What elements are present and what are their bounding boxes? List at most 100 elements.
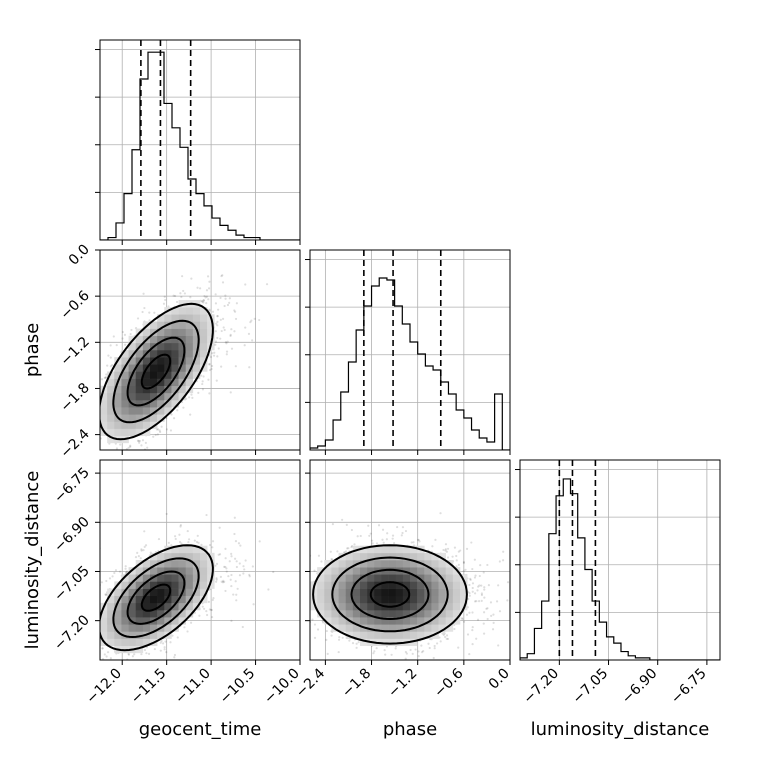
scatter-point (95, 664, 97, 666)
density-cell (185, 588, 194, 597)
scatter-point (188, 396, 191, 399)
scatter-point (216, 324, 219, 327)
scatter-point (48, 445, 50, 447)
scatter-point (224, 565, 227, 569)
density-cell (135, 385, 144, 394)
scatter-point (169, 641, 172, 644)
scatter-point (86, 446, 88, 448)
density-cell (142, 328, 151, 337)
scatter-point (230, 552, 233, 555)
contour-level-1 (126, 570, 186, 625)
density-cell (192, 567, 201, 575)
scatter-point (196, 286, 199, 289)
scatter-point (219, 337, 222, 340)
scatter-point (140, 548, 143, 551)
density-cell (142, 428, 151, 437)
scatter-point (138, 665, 140, 667)
scatter-point (471, 590, 474, 593)
scatter-point (445, 634, 449, 637)
scatter-point (82, 423, 84, 425)
scatter-point (213, 351, 216, 354)
density-cell (142, 407, 151, 415)
scatter-point (223, 304, 226, 308)
density-cell (100, 407, 108, 415)
scatter-point (90, 486, 92, 488)
scatter-point (201, 605, 204, 608)
scatter-point (495, 600, 499, 603)
density-cell (178, 610, 187, 618)
scatter-point (404, 657, 407, 660)
density-cell (192, 364, 201, 372)
scatter-point (311, 618, 314, 621)
density-cell (142, 342, 151, 351)
scatter-point (219, 296, 222, 300)
scatter-point (125, 571, 128, 575)
scatter-point (114, 569, 118, 572)
scatter-point (207, 287, 211, 290)
density-cell (207, 581, 215, 589)
scatter-point (95, 611, 97, 613)
panel-border (99, 459, 301, 661)
scatter-point (433, 644, 436, 648)
scatter-point (251, 565, 254, 568)
scatter-point (167, 541, 170, 544)
density-cell (200, 321, 208, 329)
scatter-point (228, 297, 231, 300)
density-cell (157, 560, 165, 568)
scatter-point (171, 634, 174, 637)
density-cell (107, 378, 115, 387)
density-cell (178, 602, 187, 611)
scatter-point (111, 575, 114, 578)
scatter-point (163, 646, 166, 649)
density-cell (142, 357, 151, 365)
scatter-point (216, 336, 219, 340)
scatter-point (506, 581, 510, 584)
scatter-point (248, 573, 251, 577)
scatter-point (434, 538, 437, 541)
scatter-point (492, 621, 495, 625)
density-cell (121, 378, 129, 387)
scatter-point (445, 550, 449, 553)
density-cell (171, 602, 179, 611)
scatter-point (90, 632, 92, 634)
density-cell (107, 631, 115, 639)
joint-panel-geocent_time-phase (48, 249, 301, 488)
scatter-point (165, 512, 168, 516)
scatter-point (91, 594, 93, 596)
density-cell (178, 567, 187, 575)
scatter-point (202, 299, 205, 302)
scatter-point (137, 555, 140, 558)
scatter-point (189, 621, 193, 624)
density-cell (164, 560, 172, 568)
scatter-point (478, 574, 481, 578)
scatter-point (70, 423, 72, 425)
density-cell (200, 560, 208, 568)
scatter-point (238, 574, 242, 577)
density-cell (135, 588, 144, 597)
scatter-point (206, 275, 210, 278)
scatter-point (223, 565, 226, 568)
scatter-point (149, 665, 151, 667)
scatter-point (393, 541, 396, 545)
density-cell (200, 552, 208, 561)
scatter-point (306, 596, 308, 598)
density-cell (121, 421, 129, 429)
scatter-point (497, 584, 500, 587)
scatter-point (404, 650, 407, 654)
density-cell (107, 638, 115, 647)
scatter-point (130, 328, 133, 332)
scatter-point (208, 309, 211, 312)
density-cell (171, 574, 179, 582)
density-cell (178, 552, 187, 561)
density-cell (128, 581, 137, 589)
scatter-point (140, 549, 143, 552)
density-cell (207, 335, 215, 344)
scatter-point (140, 444, 143, 447)
scatter-point (215, 562, 219, 565)
panel-border (519, 459, 721, 661)
density-cell (157, 595, 165, 604)
scatter-point (214, 343, 217, 346)
scatter-point (414, 648, 417, 651)
scatter-point (207, 378, 210, 381)
scatter-point (482, 571, 485, 574)
